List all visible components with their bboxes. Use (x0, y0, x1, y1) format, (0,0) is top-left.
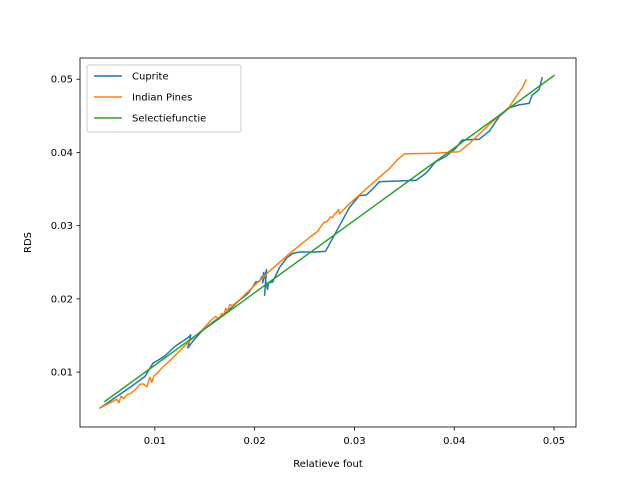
legend: Cuprite Indian Pines Selectiefunctie (86, 64, 242, 133)
plot-frame (79, 57, 577, 428)
x-tick-label: 0.03 (343, 436, 365, 447)
x-tick-label: 0.02 (244, 436, 266, 447)
x-tick-label: 0.01 (144, 436, 166, 447)
x-tick-label: 0.05 (543, 436, 565, 447)
y-tick-label: 0.02 (51, 294, 73, 305)
y-tick-label: 0.03 (51, 221, 73, 232)
legend-label-3: Selectiefunctie (132, 114, 206, 125)
x-axis-label: Relatieve fout (293, 459, 363, 470)
y-axis-label: RDS (23, 232, 34, 253)
y-tick-label: 0.01 (51, 368, 73, 379)
legend-box (86, 64, 242, 133)
plot-lines (98, 74, 556, 410)
series-line-2 (98, 78, 528, 410)
x-tick-label: 0.04 (443, 436, 465, 447)
x-axis: 0.01 0.02 0.03 0.04 0.05 (144, 427, 565, 447)
y-tick-label: 0.05 (51, 75, 73, 86)
y-tick-label: 0.04 (51, 148, 73, 159)
legend-label-1: Cuprite (132, 72, 169, 83)
legend-label-2: Indian Pines (132, 93, 192, 104)
y-axis: 0.01 0.02 0.03 0.04 0.05 (51, 75, 80, 379)
series-line-3 (103, 74, 556, 403)
